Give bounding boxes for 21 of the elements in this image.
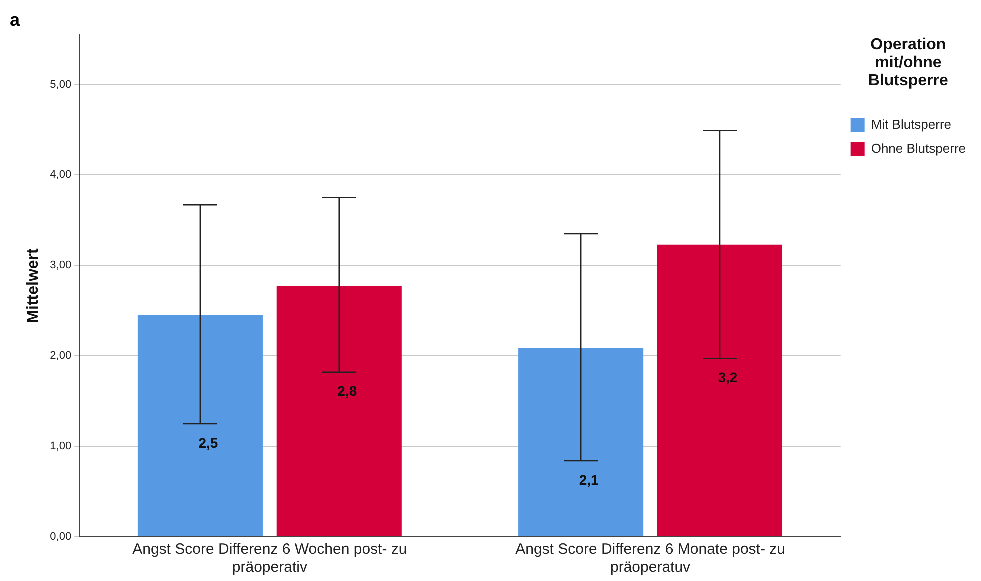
data-label: 2,5 (198, 434, 218, 451)
data-label: 2,8 (338, 383, 358, 400)
x-tick-label: Angst Score Differenz 6 Wochen post- zu präoperativ (132, 541, 408, 576)
legend-label: Ohne Blutsperre (871, 140, 966, 156)
bar (657, 244, 783, 536)
data-label: 2,1 (579, 472, 600, 488)
legend-label: Mit Blutsperre (871, 116, 952, 132)
bar (518, 348, 644, 536)
data-label: 3,2 (718, 370, 738, 386)
legend-title: Operation mit/ohne Blutsperre (868, 36, 949, 90)
y-axis-title: Mittelwert (25, 248, 42, 324)
y-tick-label: 2,00 (50, 350, 72, 362)
y-tick-label: 0,00 (50, 531, 72, 544)
text: a (10, 10, 20, 31)
x-tick-label: Angst Score Differenz 6 Monate post- zu präoperatuv (516, 541, 786, 576)
y-tick-label: 1,00 (50, 440, 72, 453)
y-tick-label: 4,00 (50, 169, 72, 182)
bar (138, 315, 263, 536)
bar (276, 286, 402, 536)
y-tick-label: 3,00 (50, 260, 72, 272)
y-tick-label: 5,00 (50, 78, 72, 91)
